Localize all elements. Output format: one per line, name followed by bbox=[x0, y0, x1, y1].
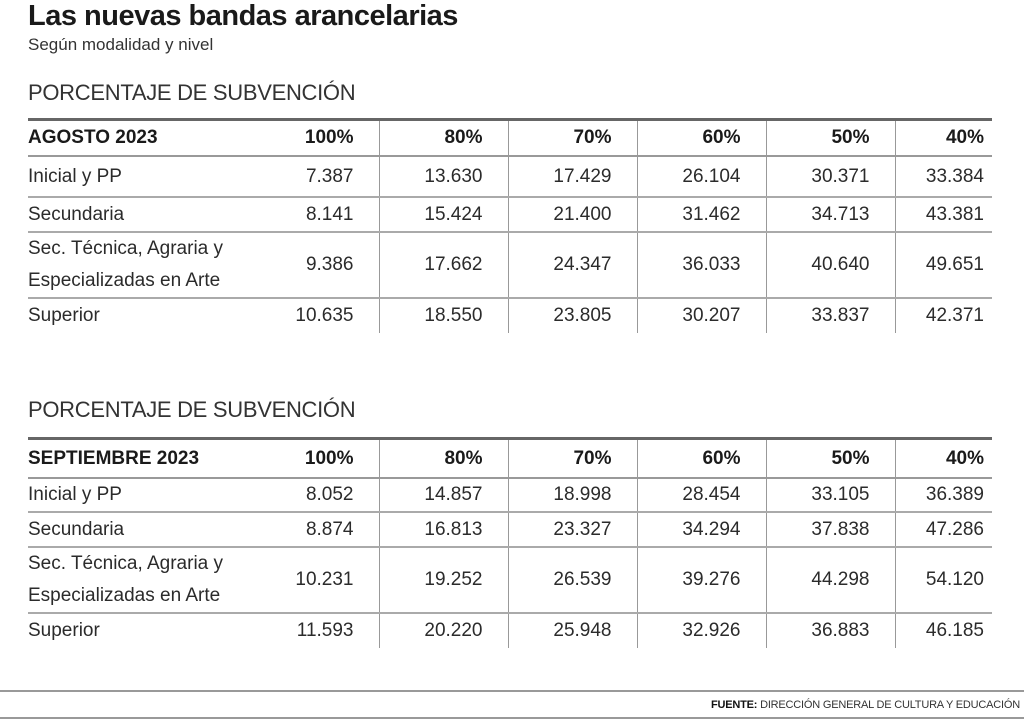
column-header: 100% bbox=[258, 438, 380, 479]
table-cell: 36.389 bbox=[895, 478, 992, 513]
table-cell: 10.231 bbox=[258, 547, 380, 614]
table-cell: 32.926 bbox=[637, 613, 767, 648]
table-cell: 8.141 bbox=[258, 197, 380, 233]
column-header: 50% bbox=[766, 438, 896, 479]
table-cell: 34.294 bbox=[637, 512, 767, 548]
column-header: 60% bbox=[637, 438, 767, 479]
page-subtitle: Según modalidad y nivel bbox=[28, 35, 214, 54]
table-cell: 17.429 bbox=[508, 156, 638, 198]
table-cell: 8.052 bbox=[258, 478, 380, 513]
table-cell: 11.593 bbox=[258, 613, 380, 648]
column-header: 80% bbox=[379, 438, 509, 479]
table-row: Inicial y PP 8.052 14.857 18.998 28.454 33.10… bbox=[28, 478, 992, 513]
row-label: Inicial y PP bbox=[28, 156, 258, 198]
table-cell: 33.105 bbox=[766, 478, 896, 513]
table-row: Secundaria 8.874 16.813 23.327 34.294 37.838 4… bbox=[28, 512, 992, 548]
table-cell: 26.104 bbox=[637, 156, 767, 198]
row-label: Secundaria bbox=[28, 512, 258, 548]
table-cell: 18.998 bbox=[508, 478, 638, 513]
source-text: DIRECCIÓN GENERAL DE CULTURA Y EDUCACIÓN bbox=[757, 699, 1020, 711]
table-cell: 47.286 bbox=[895, 512, 992, 548]
table-cell: 42.371 bbox=[925, 305, 984, 326]
table-cell: 54.120 bbox=[895, 547, 992, 614]
table-cell: 26.539 bbox=[508, 547, 638, 614]
table-cell: 30.207 bbox=[637, 298, 767, 333]
table-cell: 28.454 bbox=[637, 478, 767, 513]
table-cell: 23.327 bbox=[508, 512, 638, 548]
column-header: 70% bbox=[508, 119, 638, 157]
table-cell: 18.550 bbox=[379, 298, 509, 333]
table-cell: 20.220 bbox=[379, 613, 509, 648]
row-label: Inicial y PP bbox=[28, 478, 258, 513]
table-cell: 39.276 bbox=[637, 547, 767, 614]
page-title: Las nuevas bandas arancelarias bbox=[28, 0, 458, 32]
table-cell: 16.813 bbox=[379, 512, 509, 548]
table-cell: 49.651 bbox=[895, 232, 992, 299]
table-cell: 36.033 bbox=[637, 232, 767, 299]
table-cell: 40.640 bbox=[766, 232, 896, 299]
column-header: 40% bbox=[895, 438, 992, 479]
table-cell: 46.185 bbox=[925, 620, 984, 641]
table-cell: 33.837 bbox=[766, 298, 896, 333]
table-cell: 33.384 bbox=[895, 156, 992, 198]
source-label: FUENTE: bbox=[710, 699, 758, 711]
table-header-row: SEPTIEMBRE 2023 100% 80% 70% 60% 50% 40% bbox=[28, 438, 992, 479]
table-cell: 10.635 bbox=[258, 298, 380, 333]
table-septiembre-2023: SEPTIEMBRE 2023 100% 80% 70% 60% 50% 40% Inici… bbox=[28, 437, 992, 648]
divider bbox=[0, 690, 1024, 692]
table-row: Superior 10.635 18.550 23.805 30.207 33.837 42… bbox=[28, 298, 992, 333]
table-cell: 44.298 bbox=[766, 547, 896, 614]
table-cell: 14.857 bbox=[379, 478, 509, 513]
table-cell: 24.347 bbox=[508, 232, 638, 299]
table-cell: 30.371 bbox=[766, 156, 896, 198]
table-cell: 8.874 bbox=[258, 512, 380, 548]
table-cell: 31.462 bbox=[637, 197, 767, 233]
row-label: Sec. Técnica, Agraria y Especializadas e… bbox=[28, 232, 258, 299]
table-cell: 36.883 bbox=[766, 613, 896, 648]
column-header: 100% bbox=[258, 119, 380, 157]
table-header-row: AGOSTO 2023 100% 80% 70% 60% 50% 40% bbox=[28, 119, 992, 157]
section-label: PORCENTAJE DE SUBVENCIÓN bbox=[28, 397, 356, 422]
column-header: 60% bbox=[637, 119, 767, 157]
column-header: 40% bbox=[895, 119, 992, 157]
source-footer: FUENTE: DIRECCIÓN GENERAL DE CULTURA Y E… bbox=[711, 699, 1020, 711]
table-cell: 37.838 bbox=[766, 512, 896, 548]
table-cell: 43.381 bbox=[895, 197, 992, 233]
row-label: Sec. Técnica, Agraria y Especializadas e… bbox=[28, 547, 258, 614]
table-cell: 23.805 bbox=[508, 298, 638, 333]
table-row: Superior 11.593 20.220 25.948 32.926 36.883 46… bbox=[28, 613, 992, 648]
table-row: Inicial y PP 7.387 13.630 17.429 26.104 30.37… bbox=[28, 156, 992, 198]
table-agosto-2023: AGOSTO 2023 100% 80% 70% 60% 50% 40% Inicial y… bbox=[28, 118, 992, 333]
column-header: 80% bbox=[379, 119, 509, 157]
period-header: SEPTIEMBRE 2023 bbox=[28, 438, 258, 479]
divider bbox=[0, 717, 1024, 719]
table-cell: 21.400 bbox=[508, 197, 638, 233]
row-label: Superior bbox=[28, 620, 100, 641]
table-cell: 7.387 bbox=[258, 156, 380, 198]
section-label: PORCENTAJE DE SUBVENCIÓN bbox=[28, 80, 356, 105]
table-row: Sec. Técnica, Agraria y Especializadas e… bbox=[28, 547, 992, 614]
table-cell: 34.713 bbox=[766, 197, 896, 233]
table-cell: 25.948 bbox=[508, 613, 638, 648]
table-row: Secundaria 8.141 15.424 21.400 31.462 34.713 4… bbox=[28, 197, 992, 233]
column-header: 70% bbox=[508, 438, 638, 479]
period-header: AGOSTO 2023 bbox=[28, 119, 258, 157]
table-cell: 13.630 bbox=[379, 156, 509, 198]
table-cell: 9.386 bbox=[258, 232, 380, 299]
table-row: Sec. Técnica, Agraria y Especializadas e… bbox=[28, 232, 992, 299]
row-label: Secundaria bbox=[28, 197, 258, 233]
column-header: 50% bbox=[766, 119, 896, 157]
table-cell: 15.424 bbox=[379, 197, 509, 233]
table-cell: 19.252 bbox=[379, 547, 509, 614]
table-cell: 17.662 bbox=[379, 232, 509, 299]
row-label: Superior bbox=[28, 305, 100, 326]
